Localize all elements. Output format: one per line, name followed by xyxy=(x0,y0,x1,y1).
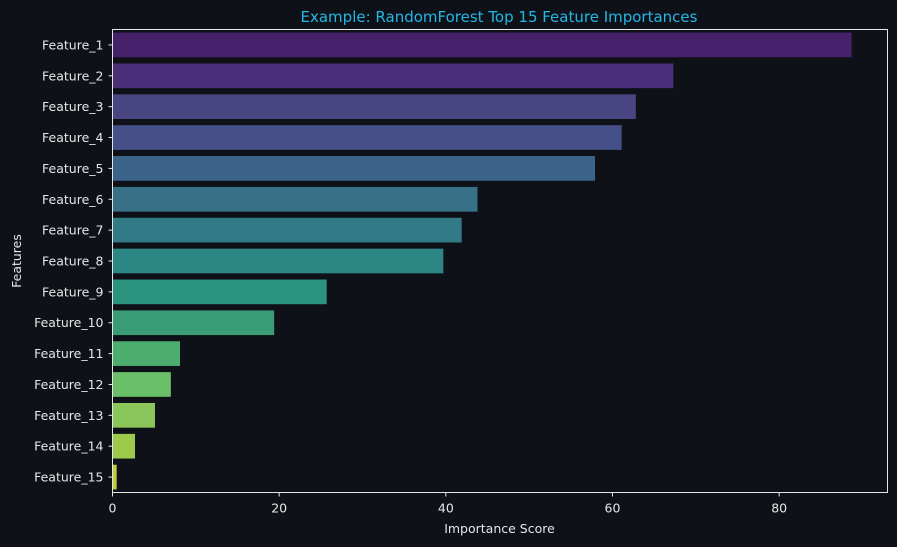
y-tick-label: Feature_11 xyxy=(34,346,103,361)
bar-feature-11 xyxy=(112,341,180,366)
bar-feature-3 xyxy=(112,94,636,120)
chart-title: Example: RandomForest Top 15 Feature Imp… xyxy=(301,8,698,26)
bar-feature-9 xyxy=(112,279,327,305)
y-tick-label: Feature_3 xyxy=(42,99,103,114)
y-tick-label: Feature_12 xyxy=(34,377,103,392)
x-tick-labels: 0 20 40 60 80 xyxy=(109,492,787,516)
y-tick-label: Feature_14 xyxy=(34,439,103,454)
bar-feature-6 xyxy=(112,186,478,212)
bar-feature-2 xyxy=(112,63,674,89)
bar-feature-14 xyxy=(112,433,135,459)
bar-feature-8 xyxy=(112,248,444,274)
bar-feature-12 xyxy=(112,372,171,397)
x-axis-label: Importance Score xyxy=(444,521,555,536)
y-tick-label: Feature_4 xyxy=(42,130,103,145)
y-axis-label: Features xyxy=(9,234,24,288)
x-tick-label: 60 xyxy=(605,501,621,516)
bar-feature-5 xyxy=(112,156,595,181)
y-tick-label: Feature_8 xyxy=(42,254,103,269)
bar-feature-13 xyxy=(112,402,155,428)
bar-feature-10 xyxy=(112,310,275,336)
y-tick-label: Feature_6 xyxy=(42,192,103,207)
y-tick-label: Feature_7 xyxy=(42,223,103,238)
y-tick-label: Feature_10 xyxy=(34,315,103,330)
y-tick-label: Feature_1 xyxy=(42,37,103,52)
bar-feature-4 xyxy=(112,125,622,150)
y-tick-labels: Feature_1 Feature_2 Feature_3 Feature_4 Feat… xyxy=(34,37,113,485)
x-tick-label: 0 xyxy=(109,501,117,516)
x-tick-label: 20 xyxy=(271,501,287,516)
y-tick-label: Feature_9 xyxy=(42,284,103,299)
y-tick-label: Feature_13 xyxy=(34,408,103,423)
bar-feature-7 xyxy=(112,217,462,243)
y-tick-label: Feature_15 xyxy=(34,470,103,485)
bar-feature-1 xyxy=(112,32,852,58)
x-tick-label: 80 xyxy=(771,501,787,516)
bars-group xyxy=(112,32,852,490)
y-tick-label: Feature_5 xyxy=(42,161,103,176)
plot-frame xyxy=(112,29,888,493)
y-tick-label: Feature_2 xyxy=(42,68,103,83)
bar-feature-15 xyxy=(112,464,117,490)
x-tick-label: 40 xyxy=(438,501,454,516)
